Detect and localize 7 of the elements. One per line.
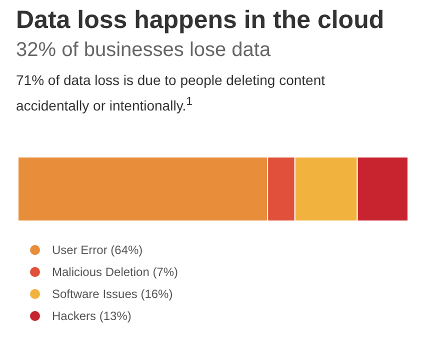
legend-label: Hackers (13%) <box>52 308 132 323</box>
legend-label: Malicious Deletion (7%) <box>52 264 178 279</box>
chart-title: Data loss happens in the cloud <box>16 6 386 35</box>
legend-label: Software Issues (16%) <box>52 286 173 301</box>
chart-subtitle: 32% of businesses lose data <box>16 39 272 62</box>
series-label: User Error (64%) <box>52 242 143 257</box>
text: 71% of data loss is due to people deleting content accidentally or intentionally.$^{1}$ <box>16 71 326 116</box>
